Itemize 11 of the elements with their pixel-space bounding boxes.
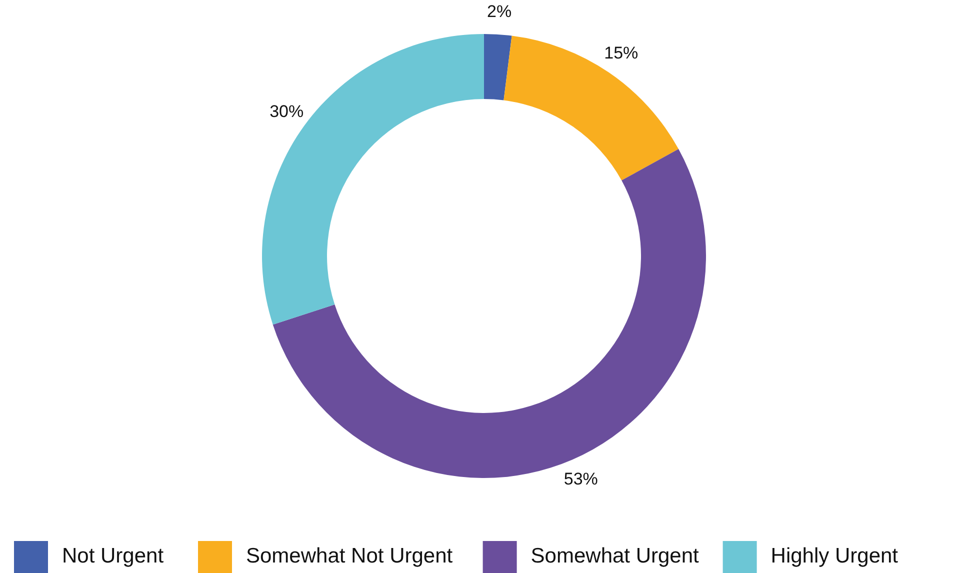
donut-slice bbox=[262, 34, 484, 325]
legend-label: Not Urgent bbox=[62, 544, 164, 568]
donut-slice bbox=[504, 36, 679, 180]
legend-label: Highly Urgent bbox=[770, 544, 898, 568]
data-label: 15% bbox=[604, 44, 638, 63]
data-label: 53% bbox=[564, 469, 598, 488]
data-label: 30% bbox=[270, 102, 304, 122]
donut-slice bbox=[484, 34, 512, 100]
data-label: 2% bbox=[487, 2, 512, 21]
legend-label: Somewhat Urgent bbox=[530, 544, 700, 568]
legend-label: Somewhat Not Urgent bbox=[246, 544, 453, 568]
